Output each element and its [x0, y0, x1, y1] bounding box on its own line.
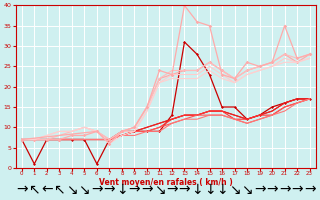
X-axis label: Vent moyen/en rafales ( km/h ): Vent moyen/en rafales ( km/h ) [99, 178, 233, 187]
